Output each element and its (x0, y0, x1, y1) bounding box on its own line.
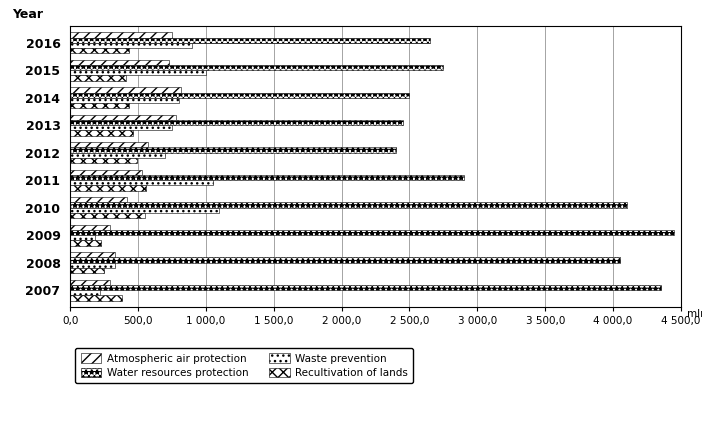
Bar (70, 65, 444, 70)
Bar (70, 38, 430, 43)
Bar (70, 185, 146, 191)
Bar (70, 208, 220, 213)
Bar (70, 290, 100, 295)
Bar (70, 98, 179, 103)
Bar (70, 43, 192, 48)
Bar (70, 153, 165, 158)
Bar (70, 87, 182, 92)
Bar (70, 280, 110, 285)
Bar (70, 180, 213, 185)
Bar (70, 60, 169, 65)
Bar (70, 252, 115, 258)
Bar (70, 70, 206, 75)
Bar (70, 268, 104, 273)
Bar (70, 170, 142, 175)
Bar (70, 131, 133, 136)
Bar (70, 103, 128, 108)
Bar (70, 32, 172, 38)
Bar (70, 213, 145, 218)
Bar (70, 120, 403, 125)
Bar (70, 92, 409, 98)
Bar (70, 158, 137, 163)
Bar (70, 175, 464, 180)
Bar (70, 258, 620, 263)
Bar (70, 202, 627, 208)
Bar (70, 75, 126, 81)
Bar (70, 125, 172, 131)
Bar (70, 240, 101, 246)
Bar (70, 48, 128, 53)
Text: mln.: mln. (687, 309, 702, 319)
Legend: Atmospheric air protection, Water resources protection, Waste prevention, Recult: Atmospheric air protection, Water resour… (75, 348, 413, 383)
Bar (70, 225, 110, 230)
Bar (70, 148, 396, 153)
Bar (70, 235, 95, 240)
Bar (70, 115, 176, 120)
Bar (70, 285, 661, 290)
Bar (70, 142, 147, 148)
Bar (70, 230, 674, 235)
Bar (70, 263, 115, 268)
Bar (70, 295, 121, 300)
Bar (70, 197, 127, 202)
Text: Year: Year (12, 8, 44, 21)
